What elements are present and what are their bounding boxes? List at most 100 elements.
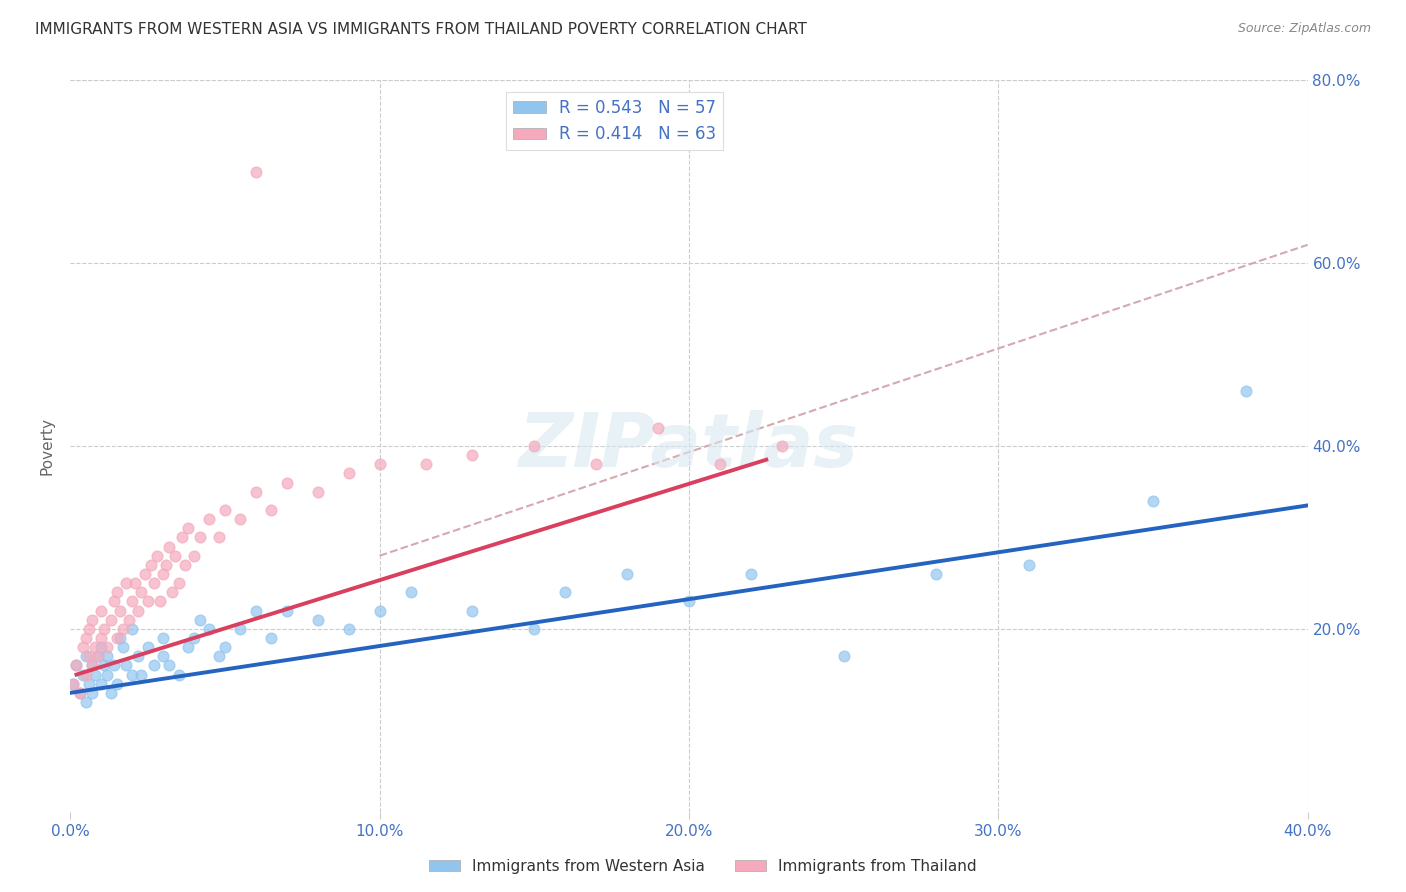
Point <box>709 457 731 471</box>
Point <box>461 603 484 617</box>
Point <box>75 649 97 664</box>
Legend: Immigrants from Western Asia, Immigrants from Thailand: Immigrants from Western Asia, Immigrants… <box>423 853 983 880</box>
Point <box>165 549 187 563</box>
Point <box>100 613 122 627</box>
Point <box>832 649 855 664</box>
Point <box>136 640 159 655</box>
Point <box>96 667 118 681</box>
Point <box>80 613 103 627</box>
Point <box>100 686 122 700</box>
Point <box>127 603 149 617</box>
Point <box>152 649 174 664</box>
Point <box>87 649 110 664</box>
Point <box>75 631 97 645</box>
Point <box>177 521 200 535</box>
Point <box>307 613 329 627</box>
Point <box>84 640 107 655</box>
Point <box>72 640 94 655</box>
Point <box>146 549 169 563</box>
Point <box>245 164 267 178</box>
Point <box>1142 494 1164 508</box>
Point <box>69 686 91 700</box>
Point <box>368 603 391 617</box>
Point <box>554 585 576 599</box>
Point <box>139 558 162 572</box>
Point <box>75 667 97 681</box>
Point <box>118 613 141 627</box>
Point <box>121 622 143 636</box>
Point <box>523 439 546 453</box>
Point <box>585 457 607 471</box>
Point <box>208 530 231 544</box>
Point <box>108 631 131 645</box>
Point <box>740 567 762 582</box>
Point <box>62 676 84 690</box>
Point <box>111 622 134 636</box>
Point <box>115 658 138 673</box>
Point <box>90 631 112 645</box>
Point <box>124 576 146 591</box>
Point <box>134 567 156 582</box>
Point <box>152 631 174 645</box>
Point <box>260 503 283 517</box>
Point <box>276 475 298 490</box>
Point <box>229 512 252 526</box>
Point <box>188 613 211 627</box>
Point <box>337 467 360 481</box>
Point <box>96 640 118 655</box>
Point <box>214 503 236 517</box>
Point <box>90 640 112 655</box>
Point <box>1018 558 1040 572</box>
Point <box>307 484 329 499</box>
Point <box>121 594 143 608</box>
Point <box>198 512 221 526</box>
Point <box>616 567 638 582</box>
Point <box>157 658 180 673</box>
Point <box>105 631 128 645</box>
Point <box>245 484 267 499</box>
Point <box>229 622 252 636</box>
Point <box>69 686 91 700</box>
Point <box>142 658 165 673</box>
Point <box>155 558 177 572</box>
Point <box>152 567 174 582</box>
Point <box>90 676 112 690</box>
Point <box>93 658 115 673</box>
Point <box>399 585 422 599</box>
Point <box>80 686 103 700</box>
Point <box>770 439 793 453</box>
Point <box>93 622 115 636</box>
Point <box>62 676 84 690</box>
Point <box>115 576 138 591</box>
Point <box>523 622 546 636</box>
Y-axis label: Poverty: Poverty <box>39 417 55 475</box>
Point <box>461 448 484 462</box>
Point <box>162 585 184 599</box>
Point <box>337 622 360 636</box>
Point <box>65 658 87 673</box>
Point <box>925 567 948 582</box>
Point <box>96 649 118 664</box>
Point <box>103 594 125 608</box>
Point <box>65 658 87 673</box>
Point <box>183 549 205 563</box>
Point <box>188 530 211 544</box>
Text: ZIPatlas: ZIPatlas <box>519 409 859 483</box>
Point <box>214 640 236 655</box>
Point <box>198 622 221 636</box>
Point <box>173 558 195 572</box>
Point <box>415 457 437 471</box>
Point <box>87 649 110 664</box>
Point <box>127 649 149 664</box>
Point <box>77 622 100 636</box>
Text: IMMIGRANTS FROM WESTERN ASIA VS IMMIGRANTS FROM THAILAND POVERTY CORRELATION CHA: IMMIGRANTS FROM WESTERN ASIA VS IMMIGRAN… <box>35 22 807 37</box>
Point <box>142 576 165 591</box>
Point <box>111 640 134 655</box>
Point <box>131 585 153 599</box>
Point <box>80 658 103 673</box>
Point <box>131 667 153 681</box>
Point <box>208 649 231 664</box>
Point <box>647 421 669 435</box>
Point <box>90 603 112 617</box>
Point <box>245 603 267 617</box>
